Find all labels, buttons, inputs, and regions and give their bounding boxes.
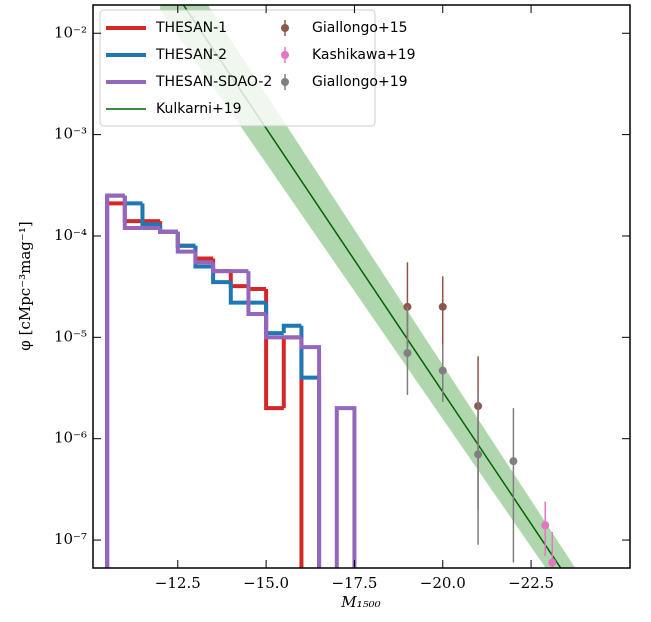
histogram-step [281, 323, 302, 334]
data-point [541, 521, 550, 530]
histogram-step [264, 288, 284, 411]
x-tick-label: −15.0 [243, 574, 289, 592]
data-point [474, 450, 483, 459]
legend-swatch [281, 24, 289, 32]
y-tick-label: 10⁻⁵ [54, 327, 87, 345]
histogram-step [122, 195, 143, 230]
histogram-step [299, 337, 322, 568]
histogram-step [264, 302, 284, 336]
x-axis-label: M₁₅₀₀ [340, 593, 380, 611]
histogram-step [122, 195, 143, 206]
data-point [403, 349, 412, 358]
histogram-step [299, 325, 322, 568]
histogram-step [193, 251, 214, 265]
legend-label: THESAN-2 [155, 47, 227, 63]
y-tick-label: 10⁻³ [54, 125, 87, 143]
histogram-step [158, 227, 178, 234]
histogram-step [264, 313, 284, 340]
histogram-step [105, 193, 125, 568]
data-point [548, 558, 557, 567]
data-point [438, 366, 447, 375]
legend-swatch [281, 51, 289, 59]
histogram-step [193, 245, 214, 261]
histogram-step [334, 406, 357, 568]
histogram-step [281, 335, 304, 568]
fit-band [160, 5, 576, 568]
legend-swatch [281, 78, 289, 86]
y-tick-label: 10⁻² [54, 23, 87, 41]
x-tick-label: −12.5 [155, 574, 201, 592]
histogram-step [211, 262, 231, 274]
y-tick-label: 10⁻⁷ [54, 530, 87, 548]
histogram-step [140, 203, 161, 227]
histogram-step [211, 266, 231, 285]
histogram-step [105, 193, 125, 568]
data-point [438, 302, 447, 311]
legend-label: Giallongo+19 [312, 74, 408, 90]
histogram-step [246, 271, 267, 316]
histogram-step [122, 203, 143, 224]
y-tick-label: 10⁻⁶ [54, 429, 87, 447]
legend [99, 9, 376, 127]
x-tick-label: −22.5 [508, 574, 554, 592]
data-point [509, 457, 518, 466]
histogram-step [105, 201, 125, 568]
histogram-step [246, 286, 267, 291]
x-tick-label: −20.0 [420, 574, 466, 592]
x-tick-label: −17.5 [331, 574, 377, 592]
histogram-step [175, 231, 196, 248]
legend-label: Kashikawa+19 [312, 47, 416, 63]
histogram-step [175, 231, 196, 248]
legend-label: THESAN-SDAO-2 [155, 74, 272, 90]
legend-label: THESAN-1 [155, 20, 227, 36]
y-tick-label: 10⁻⁴ [54, 226, 87, 244]
histogram-step [175, 231, 196, 254]
plot-frame [92, 4, 631, 569]
legend-label: Kulkarni+19 [156, 101, 242, 117]
histogram-step [228, 271, 249, 289]
y-axis-label: φ [cMpc⁻³mag⁻¹] [16, 221, 34, 350]
histogram-step [228, 282, 249, 305]
legend-label: Giallongo+15 [312, 20, 408, 36]
